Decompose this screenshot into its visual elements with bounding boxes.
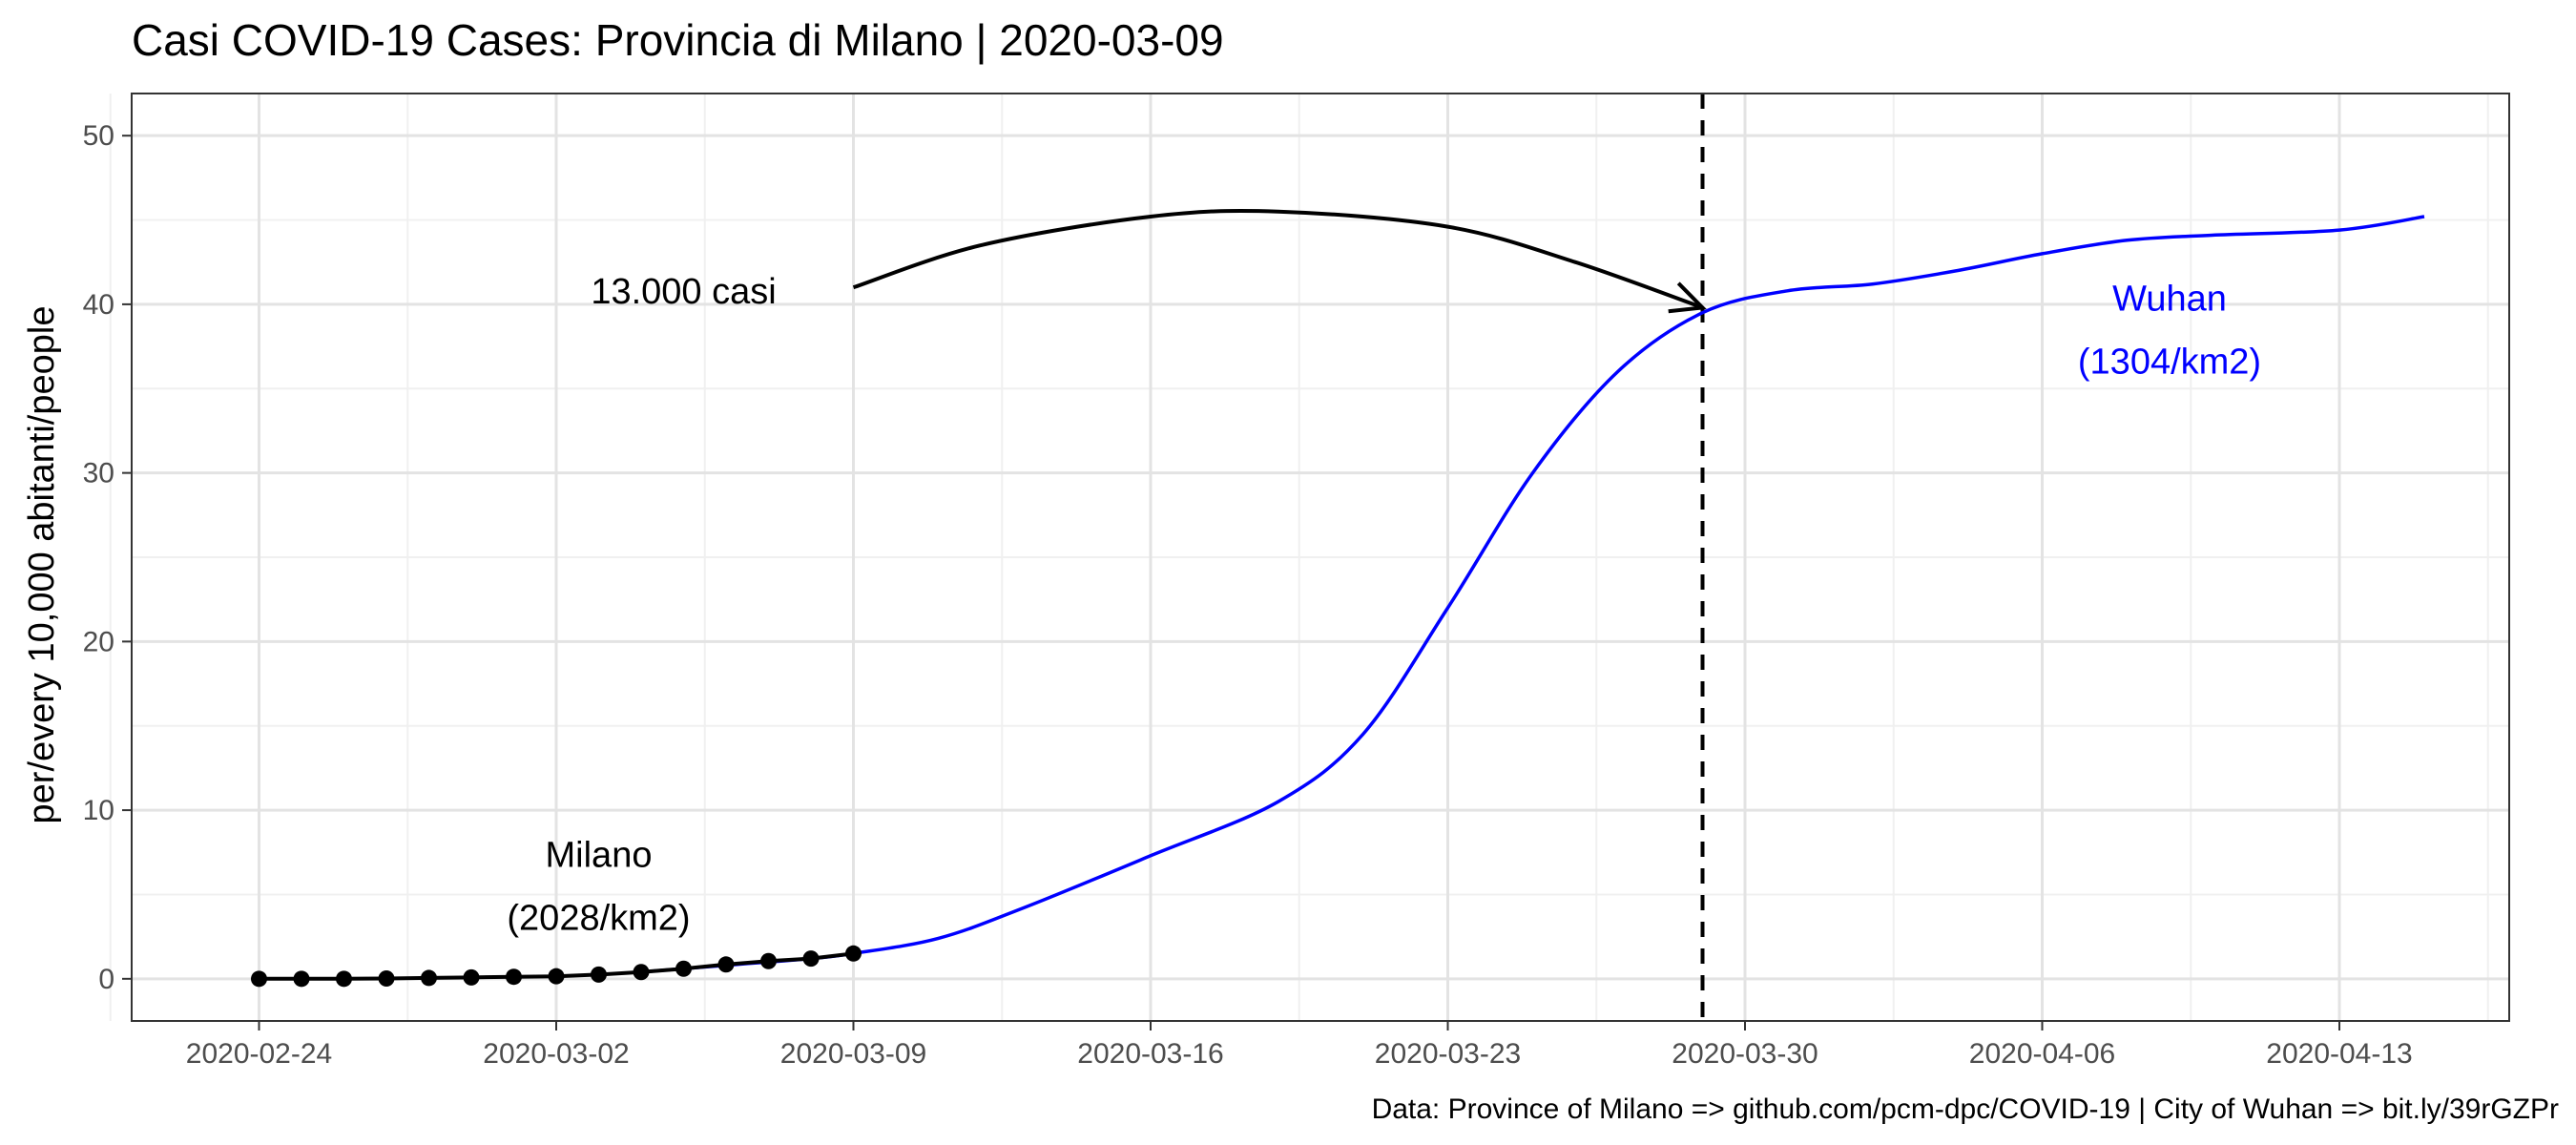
arrow-head: [1668, 281, 1707, 314]
x-tick-label: 2020-02-24: [186, 1038, 332, 1070]
milano-point: [633, 964, 650, 981]
annotation-arrow: [852, 208, 1704, 310]
y-tick-label: 20: [83, 626, 114, 657]
chart-title: Casi COVID-19 Cases: Provincia di Milano…: [132, 15, 1224, 65]
milano-point: [760, 952, 777, 969]
milano-point: [675, 960, 692, 977]
y-tick-label: 0: [98, 964, 114, 995]
y-tick-label: 50: [83, 120, 114, 152]
annotation-label: Wuhan: [2112, 279, 2227, 319]
plot-border: [131, 93, 2510, 1022]
y-tick-label: 10: [83, 795, 114, 826]
milano-point: [463, 968, 480, 986]
annotation-label: Milano: [546, 836, 653, 876]
milano-point: [378, 969, 395, 987]
x-tick-label: 2020-04-13: [2266, 1038, 2412, 1070]
milano-point: [548, 968, 565, 985]
milano-point: [845, 945, 862, 962]
annotation-label: (2028/km2): [507, 899, 690, 939]
annotation-layer: Milano (2028/km2) Wuhan (1304/km2) 13.000 ca…: [507, 94, 2261, 1021]
y-axis-label: per/every 10,000 abitanti/people: [22, 306, 62, 824]
x-tick-label: 2020-03-02: [483, 1038, 629, 1070]
milano-point: [717, 956, 735, 973]
milano-point: [336, 970, 352, 988]
milano-point: [591, 966, 607, 983]
series-layer: [251, 215, 2425, 988]
x-tick-label: 2020-03-30: [1672, 1038, 1818, 1070]
wuhan-series-line: [640, 215, 2425, 974]
milano-point: [421, 969, 437, 987]
x-tick-label: 2020-03-09: [780, 1038, 926, 1070]
y-tick-label: 40: [83, 289, 114, 321]
annotation-label: (1304/km2): [2078, 342, 2261, 382]
grid-layer: [109, 94, 2509, 1021]
x-tick-label: 2020-03-23: [1375, 1038, 1521, 1070]
chart-caption: Data: Province of Milano => github.com/p…: [1372, 1093, 2559, 1125]
milano-point: [293, 970, 310, 988]
y-tick-label: 30: [83, 458, 114, 489]
milano-point: [802, 950, 820, 968]
milano-point: [251, 970, 267, 988]
milano-point: [506, 968, 522, 986]
x-tick-label: 2020-04-06: [1969, 1038, 2115, 1070]
annotation-label: 13.000 casi: [591, 272, 776, 312]
axis-layer: 0 10 20 30 40 50 2020-02-24 2020-03-02 2020-03-0…: [83, 120, 2413, 1070]
x-tick-label: 2020-03-16: [1077, 1038, 1223, 1070]
